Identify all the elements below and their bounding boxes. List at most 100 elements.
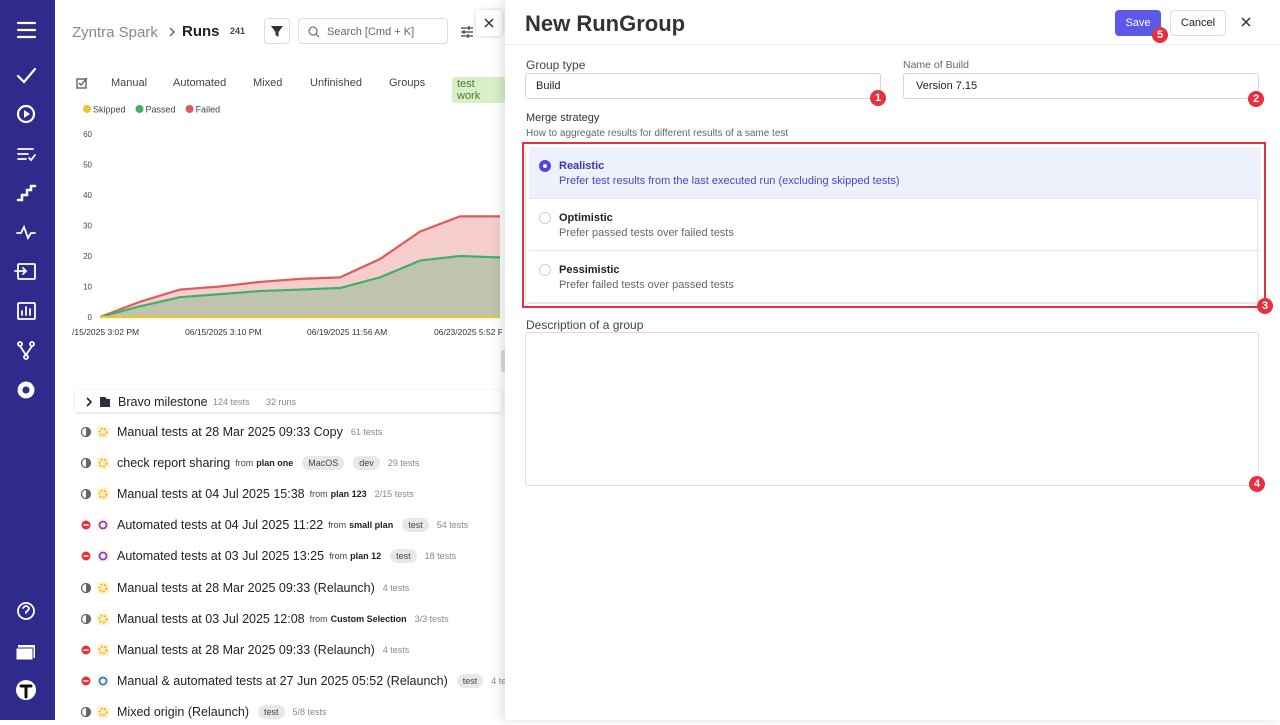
tag: test [456, 673, 484, 688]
run-icons [80, 612, 109, 625]
run-title: Manual tests at 03 Jul 2025 12:08 [117, 611, 305, 626]
search-icon [308, 26, 320, 38]
run-line: Manual tests at 04 Jul 2025 15:38 from pla… [117, 487, 414, 501]
option-description: Prefer test results from the last execut… [559, 175, 900, 187]
cancel-button[interactable]: Cancel [1170, 10, 1226, 36]
y-tick-label: 50 [83, 161, 92, 170]
filter-icon [271, 26, 283, 37]
settings-sliders[interactable] [460, 25, 474, 39]
milestone-icons [86, 397, 110, 407]
run-count: 61 tests [350, 427, 383, 437]
run-row[interactable]: Manual tests at 04 Jul 2025 15:38 from pla… [55, 482, 505, 513]
run-row[interactable]: Manual tests at 28 Mar 2025 09:33 (Relau… [55, 638, 505, 669]
tag: test [402, 518, 429, 533]
projects-icon[interactable] [15, 645, 35, 661]
run-count: 4 tests [382, 644, 410, 655]
scrollbar [501, 350, 505, 372]
search-placeholder: Search [Cmd + K] [327, 26, 415, 38]
section-title: Runs [182, 23, 220, 40]
pulse-icon[interactable] [16, 224, 36, 241]
option-title: Optimistic [559, 212, 613, 224]
from-word: from [328, 520, 347, 531]
merge-options: Realistic Prefer test results from the la… [522, 142, 1266, 308]
steps-icon[interactable] [16, 184, 37, 202]
select-icon[interactable] [75, 76, 89, 90]
run-title: Manual tests at 28 Mar 2025 09:33 (Relau… [117, 642, 375, 657]
run-row[interactable]: Automated tests at 04 Jul 2025 11:22 from… [55, 513, 505, 544]
help-icon[interactable] [17, 602, 35, 620]
status-half [86, 583, 91, 592]
header-divider [505, 44, 1280, 45]
tab[interactable]: Automated [173, 77, 227, 89]
run-title: Automated tests at 04 Jul 2025 11:22 [117, 518, 324, 533]
plans-icon[interactable] [17, 148, 36, 162]
settings-icon[interactable] [17, 381, 35, 399]
run-count: 5/8 tests [292, 706, 327, 717]
run-count: 4 te [491, 675, 505, 686]
avatar[interactable] [16, 680, 36, 700]
tab[interactable]: Mixed [253, 77, 283, 89]
import-icon[interactable] [14, 263, 36, 280]
status-half [86, 489, 91, 499]
search-box[interactable]: Search [Cmd + K] [298, 18, 448, 44]
branches-icon[interactable] [17, 341, 35, 360]
run-line: Manual tests at 28 Mar 2025 09:33 Copy 61… [117, 425, 382, 439]
tag: test [258, 704, 285, 719]
line [99, 215, 500, 319]
run-count: 29 tests [387, 458, 420, 469]
run-row[interactable]: Automated tests at 03 Jul 2025 13:25 from… [55, 544, 505, 575]
runs-icon[interactable] [16, 104, 36, 124]
tag: MacOS [302, 456, 345, 471]
run-title: Automated tests at 03 Jul 2025 13:25 [117, 549, 325, 564]
tests-icon[interactable] [16, 67, 37, 84]
run-row[interactable]: Manual & automated tests at 27 Jun 2025 … [55, 669, 505, 700]
close-dialog[interactable] [1238, 14, 1254, 30]
marker: 2 [1248, 91, 1264, 107]
build-name-input[interactable]: Version 7.15 [903, 73, 1259, 99]
analytics-icon[interactable] [17, 302, 36, 320]
merge-option[interactable]: Optimistic Prefer passed tests over faile… [529, 199, 1261, 251]
x-tick-label: /15/2025 3:02 PM [72, 327, 139, 337]
group-type-label: Group type [526, 58, 586, 72]
plan-name: Custom Selection [330, 613, 407, 624]
run-line: Manual tests at 28 Mar 2025 09:33 (Relau… [117, 581, 409, 595]
description-textarea[interactable] [525, 332, 1259, 486]
y-tick-label: 40 [83, 191, 92, 200]
tab[interactable]: Groups [389, 77, 426, 89]
y-tick-label: 0 [88, 313, 93, 322]
run-row[interactable]: Manual tests at 28 Mar 2025 09:33 Copy 61… [55, 420, 505, 451]
merge-option[interactable]: Pessimistic Prefer failed tests over pass… [529, 251, 1261, 303]
kind-mark [98, 551, 108, 561]
kind-mark [98, 645, 108, 655]
build-name-label: Name of Build [903, 59, 969, 71]
menu-icon[interactable] [16, 21, 37, 39]
run-row[interactable]: Manual tests at 28 Mar 2025 09:33 (Relau… [55, 576, 505, 607]
milestone-row[interactable]: Bravo milestone 124 tests 32 runs [75, 390, 502, 412]
option-description: Prefer failed tests over passed tests [559, 279, 734, 291]
radio [539, 264, 551, 276]
kind-mark [98, 489, 108, 499]
x-tick-label: 06/15/2025 3:10 PM [185, 327, 262, 337]
tab[interactable]: Unfinished [310, 77, 362, 89]
run-row[interactable]: Mixed origin (Relaunch) test 5/8 tests [55, 700, 505, 720]
radio [539, 212, 551, 224]
close-panel[interactable] [476, 10, 502, 36]
marker: 4 [1249, 476, 1265, 492]
milestone-runs: 32 runs [266, 397, 297, 407]
merge-option[interactable]: Realistic Prefer test results from the la… [529, 147, 1261, 199]
run-count: 4 tests [382, 582, 410, 593]
run-row[interactable]: check report sharing from plan one MacOS dev… [55, 451, 505, 482]
filter-button[interactable] [264, 18, 290, 44]
run-count: 18 tests [424, 551, 457, 562]
milestone-title: Bravo milestone [118, 395, 208, 409]
option-description: Prefer passed tests over failed tests [559, 227, 734, 239]
tag-filter[interactable]: test work [452, 77, 505, 103]
group-type-select[interactable]: Build [525, 73, 881, 99]
plan-name: plan one [256, 458, 294, 469]
tab[interactable]: Manual [111, 77, 148, 89]
marker: 1 [870, 90, 886, 106]
milestone-tests: 124 tests [213, 397, 250, 407]
app-name[interactable]: Zyntra Spark [72, 24, 158, 41]
run-row[interactable]: Manual tests at 03 Jul 2025 12:08 from Cus… [55, 607, 505, 638]
from-word: from [329, 551, 348, 562]
